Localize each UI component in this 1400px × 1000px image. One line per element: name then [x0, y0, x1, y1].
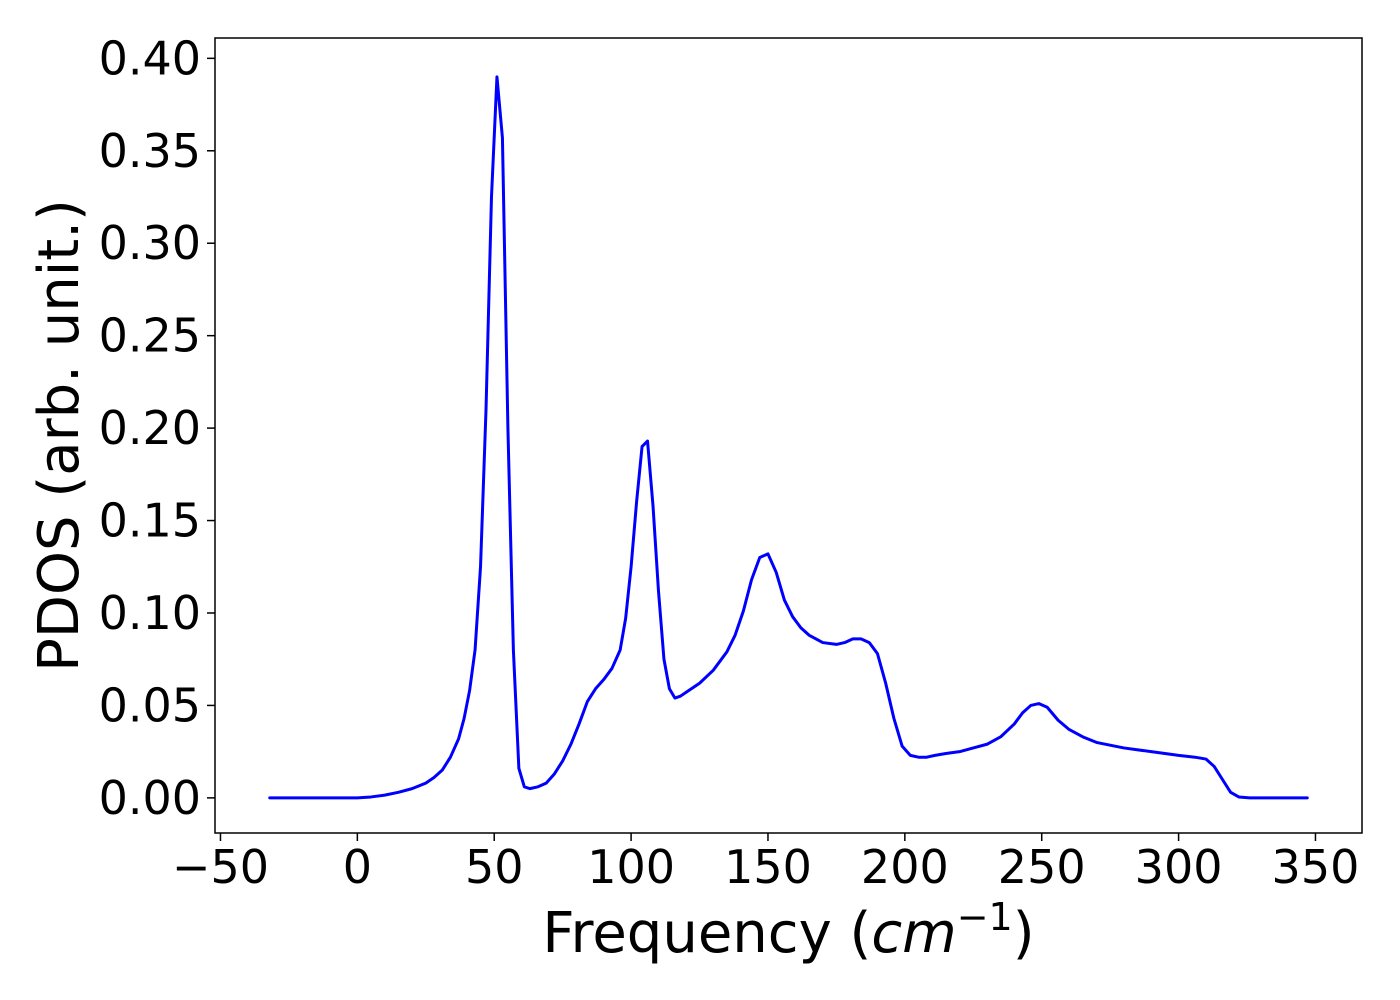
y-tick-label: 0.20: [99, 401, 201, 455]
x-tick-label: 50: [465, 840, 524, 894]
x-axis-title-variable: cm: [871, 901, 956, 966]
y-tick-label: 0.40: [99, 31, 201, 85]
y-tick-label: 0.35: [99, 124, 201, 178]
x-tick-label: 150: [724, 840, 812, 894]
x-tick-label: 100: [587, 840, 675, 894]
x-axis-title-suffix: ): [1013, 901, 1035, 966]
y-tick-label: 0.15: [99, 494, 201, 548]
x-axis-title-exponent: −1: [957, 895, 1013, 939]
x-tick-label: −50: [172, 840, 269, 894]
x-tick-label: 200: [861, 840, 949, 894]
plot-area: [268, 75, 1309, 800]
y-axis-title: PDOS (arb. unit.): [27, 199, 92, 672]
x-axis-title: Frequency (cm−1): [542, 895, 1034, 966]
y-tick-label: 0.05: [99, 678, 201, 732]
y-tick-label: 0.00: [99, 771, 201, 825]
pdos-series-line: [268, 75, 1309, 800]
x-axis-ticks: −50 0 50 100 150 200 250 300 350: [172, 833, 1359, 894]
x-tick-label: 300: [1135, 840, 1223, 894]
x-tick-label: 350: [1272, 840, 1360, 894]
x-tick-label: 0: [343, 840, 372, 894]
y-axis-ticks: 0.00 0.05 0.10 0.15 0.20 0.25 0.30 0.35 0.40: [99, 31, 215, 825]
y-tick-label: 0.25: [99, 309, 201, 363]
y-tick-label: 0.30: [99, 216, 201, 270]
axes-frame: [214, 37, 1363, 834]
y-tick-label: 0.10: [99, 586, 201, 640]
x-axis-title-prefix: Frequency (: [542, 901, 871, 966]
x-tick-label: 250: [998, 840, 1086, 894]
